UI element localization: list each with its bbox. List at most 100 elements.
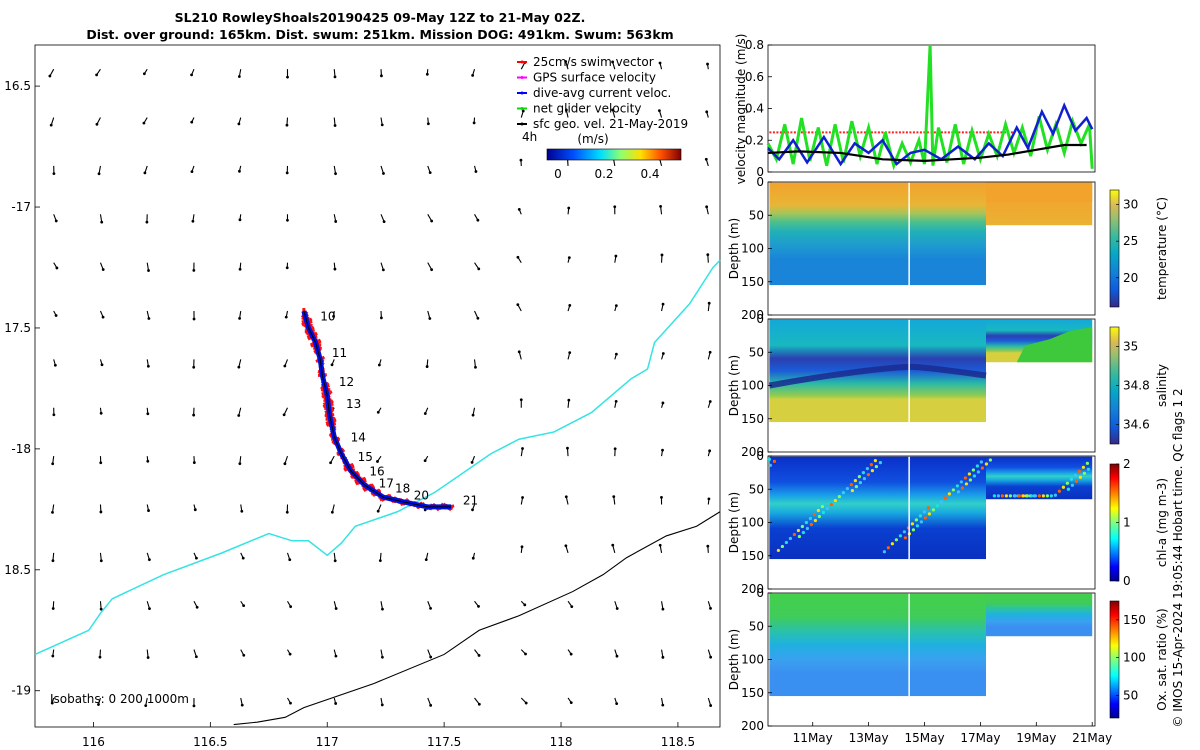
chl-sample: [984, 462, 988, 466]
chl-sample: [857, 475, 861, 479]
chl-sample: [833, 498, 837, 503]
chl-sample: [964, 482, 968, 486]
current-arrow-head: [426, 122, 430, 126]
day-label: 20: [414, 489, 429, 503]
depth-tick-label: 50: [749, 619, 764, 633]
chl-sample: [849, 482, 853, 487]
current-arrow-head: [376, 410, 380, 414]
chl-sample: [780, 544, 784, 549]
current-arrow-head: [192, 413, 196, 417]
chl-sample: [817, 514, 821, 519]
current-arrow-head: [380, 123, 384, 127]
colorbar-tick-label: 50: [1123, 688, 1138, 702]
chl-sample: [813, 518, 817, 523]
depth-tick-label: 50: [749, 208, 764, 222]
chl-sample: [890, 542, 894, 546]
current-arrow-head: [53, 363, 57, 367]
current-arrow-head: [614, 352, 618, 356]
current-arrow-head: [288, 558, 292, 562]
profile-panel-temperature: 0 50 100 150 200 Depth (m) 20 25 30 temperature (…: [727, 175, 1169, 322]
chl-sample: [866, 473, 870, 477]
current-arrow-head: [614, 254, 618, 258]
profile-field-deep: [769, 593, 986, 697]
chl-sample: [809, 522, 813, 527]
chl-sample: [1078, 475, 1082, 479]
chl-sample: [854, 484, 858, 489]
chl-sample: [850, 488, 854, 493]
chl-sample: [808, 516, 812, 521]
current-arrow-head: [477, 654, 481, 657]
chl-sample: [845, 486, 849, 491]
current-arrow-head: [661, 302, 665, 306]
current-arrow-head: [98, 655, 102, 659]
current-arrow-head: [51, 654, 55, 658]
current-arrow-head: [55, 266, 59, 270]
depth-tick-label: 200: [741, 719, 764, 733]
current-arrow-head: [238, 316, 241, 320]
current-arrow-head: [288, 652, 292, 656]
current-arrow-head: [142, 121, 146, 125]
day-label: 21: [463, 494, 478, 508]
depth-tick-label: 100: [741, 516, 764, 530]
map-y-axis: 16.5 -17 17.5 -18 18.5 -19: [4, 79, 40, 698]
current-arrow-head: [95, 73, 98, 77]
current-arrow-head: [334, 654, 338, 658]
legend-entry: GPS surface velocity: [517, 71, 656, 85]
depth-tick-label: 0: [756, 586, 764, 600]
speed-colorbar-tick: 0.2: [594, 167, 613, 181]
colorbar-tick-label: 25: [1123, 234, 1138, 248]
current-arrow-head: [145, 220, 149, 224]
current-arrow-head: [706, 62, 709, 66]
current-arrow-head: [147, 558, 151, 562]
chl-sample: [894, 538, 898, 542]
legend-label: sfc geo. vel. 21-May-2019: [533, 117, 688, 131]
current-arrow-head: [567, 256, 571, 260]
chl-sample: [772, 459, 776, 463]
chl-sample: [796, 528, 800, 533]
legend-label: net glider velocity: [533, 102, 641, 116]
current-arrow-head: [523, 603, 527, 607]
chl-sample: [996, 494, 1000, 498]
time-tick-label: 15May: [904, 731, 944, 745]
current-arrow-head: [285, 510, 289, 514]
chl-sample: [903, 536, 907, 540]
legend-entry: net glider velocity: [517, 102, 641, 116]
current-arrow-head: [334, 220, 338, 223]
map-y-tick-label: -19: [11, 684, 31, 698]
time-tick-label: 21May: [1072, 731, 1112, 745]
legend-label: dive-avg current veloc.: [533, 86, 671, 100]
current-arrow-head: [333, 75, 337, 79]
chl-sample: [951, 488, 955, 492]
map-x-tick-label: 116.5: [193, 735, 227, 749]
current-arrow-head: [238, 169, 241, 173]
legend-entry: dive-avg current veloc.: [517, 86, 671, 100]
chl-sample: [1008, 494, 1012, 498]
chl-sample: [767, 457, 771, 461]
current-arrow-head: [381, 268, 385, 272]
chl-sample: [812, 512, 816, 517]
current-arrow-head: [100, 363, 104, 367]
chl-sample: [935, 504, 939, 508]
time-axis: 11May 13May 15May 17May 19May 21May: [793, 722, 1112, 745]
current-arrow-head: [614, 304, 618, 307]
colorbar-tick-label: 30: [1123, 198, 1138, 212]
current-arrow-head: [611, 108, 614, 112]
depth-tick-label: 200: [741, 308, 764, 322]
chl-sample: [1029, 494, 1033, 498]
current-arrow-head: [52, 413, 56, 417]
chl-sample: [862, 477, 866, 481]
current-arrow-head: [474, 170, 478, 173]
chl-sample: [1086, 467, 1090, 471]
current-arrow-head: [334, 607, 338, 610]
map-x-tick-label: 117: [316, 735, 339, 749]
current-arrow-head: [471, 556, 475, 560]
current-arrow-head: [569, 701, 573, 705]
chl-sample: [1045, 494, 1049, 498]
current-arrow-head: [285, 123, 289, 127]
current-arrow-head: [241, 556, 245, 560]
legend-swatch-dot: [520, 60, 524, 64]
net-velocity-line: [766, 44, 1094, 171]
